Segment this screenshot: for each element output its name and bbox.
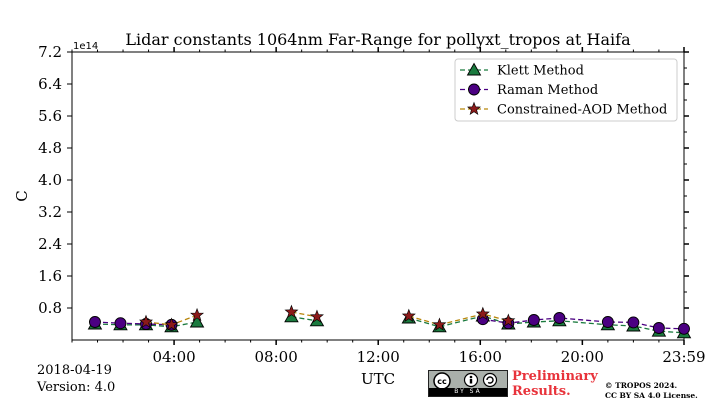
data-point [189, 314, 205, 328]
x-axis-label: UTC [361, 370, 395, 388]
y-tick-label: 3.2 [38, 203, 62, 221]
data-point [652, 322, 665, 334]
x-tick-label: 20:00 [561, 348, 604, 366]
x-tick-label: 23:59 [662, 348, 705, 366]
legend-marker [466, 62, 482, 76]
data-point [553, 312, 566, 324]
legend-entry: Raman Method [460, 83, 598, 98]
date-label: 2018-04-19 [37, 363, 112, 378]
version-label: Version: 4.0 [37, 380, 116, 395]
legend-marker [467, 101, 481, 115]
y-tick-label: 2.4 [38, 235, 62, 253]
data-point [501, 313, 516, 327]
legend-label: Raman Method [497, 83, 598, 98]
license-note: © TROPOS 2024. CC BY SA 4.0 License. [605, 381, 698, 401]
data-point [601, 316, 614, 328]
legend-box [454, 58, 678, 122]
y-tick-label: 1.6 [38, 267, 62, 285]
x-tick-label: 16:00 [459, 348, 502, 366]
data-point [627, 316, 640, 329]
data-point [432, 317, 447, 331]
license-line-2: CC BY SA 4.0 License. [605, 391, 698, 400]
data-point [190, 307, 205, 322]
data-point [401, 308, 416, 322]
data-point [284, 304, 299, 318]
legend-marker [468, 83, 480, 96]
data-point [527, 314, 540, 326]
chart-title: Lidar constants 1064nm Far-Range for pol… [125, 30, 631, 49]
series-klett-method [87, 308, 692, 339]
cc-badge-caption: BY SA [429, 388, 507, 396]
data-point [114, 317, 127, 330]
y-axis-label: C [13, 190, 31, 201]
data-point [309, 309, 324, 323]
data-point [475, 306, 490, 320]
y-tick-label: 4.8 [38, 139, 62, 157]
data-point [678, 322, 690, 335]
y-tick-label: 4.0 [38, 171, 62, 189]
svg-text:cc: cc [437, 377, 447, 386]
x-tick-label: 08:00 [255, 348, 298, 366]
data-point [164, 317, 179, 331]
y-tick-label: 6.4 [38, 75, 62, 93]
legend-label: Klett Method [497, 64, 584, 79]
y-axis-multiplier-label: 1e14 [73, 41, 98, 52]
series-constrained-aod-method [139, 304, 516, 331]
cc-icon [433, 372, 451, 389]
data-point [89, 316, 101, 328]
x-tick-label: 04:00 [152, 348, 195, 366]
y-tick-label: 7.2 [38, 43, 62, 61]
license-line-1: © TROPOS 2024. [605, 381, 678, 390]
y-tick-label: 5.6 [38, 107, 62, 125]
series-raman-method [89, 312, 690, 335]
data-point [139, 314, 153, 328]
series-line [94, 315, 685, 334]
series-line [94, 317, 685, 330]
y-tick-label: 0.8 [38, 299, 62, 317]
share-alike-icon [482, 372, 498, 388]
legend: Klett Method Raman Method Constrained-AOD … [454, 58, 678, 122]
cc-license-badge: cc BY SA [428, 370, 508, 397]
legend-entry: Klett Method [460, 62, 584, 79]
x-tick-label: 12:00 [357, 348, 400, 366]
legend-entry: Constrained-AOD Method [460, 101, 667, 118]
legend-label: Constrained-AOD Method [497, 103, 667, 118]
preliminary-line-1: Preliminary [512, 369, 598, 384]
preliminary-line-2: Results. [512, 384, 571, 399]
preliminary-results-note: Preliminary Results. [512, 369, 598, 399]
